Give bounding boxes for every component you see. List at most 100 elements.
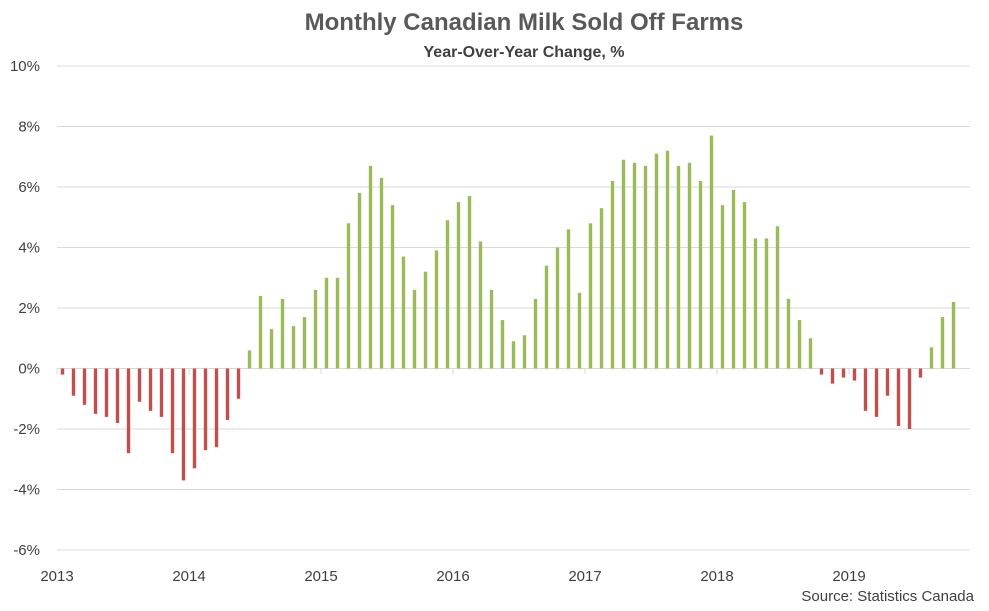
- bar-2017-04: [621, 159, 626, 369]
- bar-2014-08: [269, 329, 274, 369]
- bar-2014-03: [214, 368, 219, 448]
- y-tick-label: 2%: [18, 300, 40, 317]
- bar-2014-09: [280, 298, 285, 369]
- bar-2014-06: [247, 350, 252, 369]
- x-tick-label: 2013: [40, 568, 73, 585]
- bar-2019-10: [951, 301, 956, 369]
- bar-2018-01: [720, 205, 725, 369]
- bar-2015-10: [423, 271, 428, 369]
- chart-title: Monthly Canadian Milk Sold Off Farms: [305, 9, 744, 36]
- bar-2017-01: [588, 223, 593, 369]
- bar-2013-11: [170, 368, 175, 454]
- bar-2014-10: [291, 326, 296, 369]
- bar-2016-12: [577, 292, 582, 369]
- bar-2015-02: [335, 277, 340, 369]
- bar-2013-12: [181, 368, 186, 481]
- y-tick-label: -2%: [13, 421, 40, 438]
- bar-2016-01: [456, 202, 461, 369]
- bar-2017-07: [654, 153, 659, 369]
- bar-2016-06: [511, 341, 516, 369]
- bar-2015-08: [401, 256, 406, 369]
- y-tick-label: 8%: [18, 119, 40, 136]
- bar-2014-04: [225, 368, 230, 420]
- bar-2016-07: [522, 335, 527, 369]
- bar-2019-09: [940, 317, 945, 369]
- y-tick-label: -4%: [13, 482, 40, 499]
- bar-2014-12: [313, 289, 318, 369]
- bar-2014-11: [302, 317, 307, 369]
- bar-2017-08: [665, 150, 670, 369]
- bar-2015-07: [390, 205, 395, 369]
- x-tick-label: 2015: [304, 568, 337, 585]
- bar-series: [60, 135, 956, 481]
- bar-2015-06: [379, 177, 384, 369]
- bar-2017-06: [643, 165, 648, 369]
- bar-2014-01: [192, 368, 197, 469]
- y-tick-label: 10%: [10, 58, 40, 75]
- bar-2018-04: [753, 238, 758, 369]
- bar-2013-10: [159, 368, 164, 417]
- bar-2017-02: [599, 208, 604, 369]
- bar-2013-02: [71, 368, 76, 396]
- bar-2017-03: [610, 180, 615, 369]
- bar-2013-04: [93, 368, 98, 414]
- bar-2015-11: [434, 250, 439, 369]
- bar-2015-09: [412, 289, 417, 369]
- x-tick-label: 2016: [436, 568, 469, 585]
- bar-2019-02: [863, 368, 868, 411]
- bar-2015-03: [346, 223, 351, 369]
- bar-2017-09: [676, 165, 681, 369]
- x-axis: 2013 2014 2015 2016 2017 2018 2019: [40, 368, 866, 585]
- y-tick-label: 4%: [18, 240, 40, 257]
- bar-2018-09: [808, 338, 813, 369]
- bar-2013-01: [60, 368, 65, 375]
- bar-2016-11: [566, 229, 571, 369]
- source-note: Source: Statistics Canada: [801, 588, 974, 605]
- bar-2016-03: [478, 241, 483, 369]
- bar-2016-09: [544, 265, 549, 369]
- bar-2019-03: [874, 368, 879, 417]
- bar-2018-05: [764, 238, 769, 369]
- bar-2017-11: [698, 180, 703, 369]
- bar-2013-07: [126, 368, 131, 454]
- bar-2018-11: [830, 368, 835, 384]
- bar-2017-10: [687, 162, 692, 369]
- bar-2019-01: [852, 368, 857, 381]
- bar-2014-05: [236, 368, 241, 399]
- bar-2018-06: [775, 226, 780, 369]
- y-tick-label: -6%: [13, 542, 40, 559]
- bar-2018-03: [742, 202, 747, 369]
- bar-2013-05: [104, 368, 109, 417]
- bar-2015-04: [357, 193, 362, 369]
- bar-2016-05: [500, 320, 505, 369]
- bar-2019-05: [896, 368, 901, 426]
- bar-2019-06: [907, 368, 912, 429]
- bar-2015-12: [445, 220, 450, 369]
- bar-2013-03: [82, 368, 87, 405]
- bar-2018-02: [731, 190, 736, 369]
- x-tick-label: 2018: [700, 568, 733, 585]
- bar-2015-05: [368, 165, 373, 369]
- bar-2016-02: [467, 196, 472, 369]
- bar-2015-01: [324, 277, 329, 369]
- bar-2018-12: [841, 368, 846, 378]
- bar-2013-09: [148, 368, 153, 411]
- x-tick-label: 2019: [832, 568, 865, 585]
- bar-2013-08: [137, 368, 142, 402]
- bar-2014-07: [258, 295, 263, 369]
- bar-2016-10: [555, 247, 560, 369]
- bar-2018-10: [819, 368, 824, 375]
- bar-2014-02: [203, 368, 208, 451]
- bar-2019-07: [918, 368, 923, 378]
- y-axis: -6% -4% -2% 0% 2% 4% 6% 8% 10%: [10, 58, 40, 559]
- bar-2018-07: [786, 298, 791, 369]
- bar-2013-06: [115, 368, 120, 423]
- chart-subtitle: Year-Over-Year Change, %: [424, 44, 625, 61]
- grid-lines: [57, 65, 970, 551]
- bar-2019-08: [929, 347, 934, 369]
- y-tick-label: 6%: [18, 179, 40, 196]
- bar-2017-12: [709, 135, 714, 369]
- bar-2017-05: [632, 162, 637, 369]
